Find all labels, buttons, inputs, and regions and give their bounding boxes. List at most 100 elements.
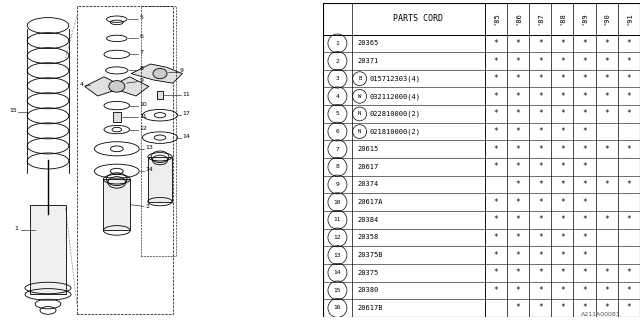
Text: 14: 14: [182, 134, 190, 139]
Text: 15: 15: [333, 288, 341, 293]
Ellipse shape: [109, 81, 125, 92]
Text: *: *: [627, 92, 631, 101]
Text: *: *: [516, 92, 520, 101]
Text: 8: 8: [335, 164, 339, 169]
Text: *: *: [560, 145, 564, 154]
Text: *: *: [627, 74, 631, 83]
Text: *: *: [604, 286, 609, 295]
Text: *: *: [560, 74, 564, 83]
Text: 12: 12: [140, 126, 147, 131]
FancyBboxPatch shape: [148, 157, 172, 202]
Text: B: B: [358, 76, 361, 81]
Text: *: *: [493, 145, 498, 154]
Text: *: *: [538, 145, 543, 154]
Text: 10: 10: [333, 200, 341, 205]
Text: 20375B: 20375B: [357, 252, 383, 258]
Text: *: *: [493, 233, 498, 242]
Text: *: *: [516, 268, 520, 277]
Text: *: *: [627, 145, 631, 154]
Text: *: *: [560, 251, 564, 260]
Text: *: *: [538, 74, 543, 83]
Text: 9: 9: [179, 68, 183, 73]
Text: *: *: [560, 286, 564, 295]
Text: 6: 6: [335, 129, 339, 134]
Text: '90: '90: [604, 12, 610, 25]
Text: '88: '88: [559, 12, 565, 25]
Text: 8: 8: [140, 66, 143, 71]
Text: *: *: [604, 145, 609, 154]
Text: *: *: [538, 162, 543, 171]
Text: *: *: [516, 145, 520, 154]
Text: *: *: [538, 39, 543, 48]
Text: *: *: [560, 109, 564, 118]
Text: 14: 14: [146, 167, 154, 172]
Text: 12: 12: [333, 235, 341, 240]
Text: *: *: [604, 74, 609, 83]
Text: *: *: [582, 39, 587, 48]
Text: *: *: [560, 127, 564, 136]
Text: 14: 14: [333, 270, 341, 275]
Text: *: *: [627, 303, 631, 312]
Text: *: *: [582, 215, 587, 224]
Text: 13: 13: [146, 145, 154, 150]
Text: 20374: 20374: [357, 181, 379, 188]
Text: 032112000(4): 032112000(4): [369, 93, 420, 100]
Text: *: *: [538, 286, 543, 295]
Text: *: *: [604, 109, 609, 118]
Text: *: *: [560, 215, 564, 224]
Text: 20615: 20615: [357, 146, 379, 152]
Polygon shape: [84, 77, 148, 96]
Text: *: *: [516, 109, 520, 118]
FancyBboxPatch shape: [113, 112, 120, 122]
Text: *: *: [560, 57, 564, 66]
Text: *: *: [493, 268, 498, 277]
Text: 20358: 20358: [357, 235, 379, 240]
Text: *: *: [516, 162, 520, 171]
Text: *: *: [604, 303, 609, 312]
Text: *: *: [627, 109, 631, 118]
Text: 20617: 20617: [357, 164, 379, 170]
Text: N: N: [358, 129, 361, 134]
Text: *: *: [516, 39, 520, 48]
Text: 20375: 20375: [357, 270, 379, 276]
Text: 021810000(2): 021810000(2): [369, 128, 420, 135]
Text: 13: 13: [333, 252, 341, 258]
Text: *: *: [582, 162, 587, 171]
Text: *: *: [538, 215, 543, 224]
Text: 4: 4: [79, 82, 83, 87]
Text: *: *: [493, 109, 498, 118]
Text: *: *: [582, 57, 587, 66]
Text: *: *: [516, 215, 520, 224]
Text: *: *: [493, 92, 498, 101]
Text: 1: 1: [335, 41, 339, 46]
Text: *: *: [538, 303, 543, 312]
Text: *: *: [560, 92, 564, 101]
Text: *: *: [627, 215, 631, 224]
Text: *: *: [493, 39, 498, 48]
FancyBboxPatch shape: [157, 91, 163, 99]
Text: *: *: [560, 180, 564, 189]
Text: *: *: [560, 233, 564, 242]
Text: '87: '87: [537, 12, 543, 25]
Text: 11: 11: [182, 92, 190, 97]
Text: *: *: [604, 215, 609, 224]
Text: *: *: [516, 74, 520, 83]
Text: *: *: [582, 74, 587, 83]
Text: *: *: [538, 268, 543, 277]
Text: *: *: [627, 39, 631, 48]
Text: *: *: [493, 74, 498, 83]
Text: *: *: [538, 233, 543, 242]
Text: *: *: [560, 268, 564, 277]
Text: *: *: [560, 162, 564, 171]
Text: 3: 3: [335, 76, 339, 81]
Text: *: *: [627, 57, 631, 66]
Text: 022810000(2): 022810000(2): [369, 111, 420, 117]
Text: 9: 9: [140, 77, 143, 83]
Text: *: *: [582, 198, 587, 207]
Text: 15: 15: [9, 108, 17, 113]
Text: *: *: [493, 286, 498, 295]
Text: *: *: [560, 39, 564, 48]
Text: N: N: [358, 111, 361, 116]
Text: *: *: [604, 180, 609, 189]
Text: 2: 2: [146, 204, 150, 209]
